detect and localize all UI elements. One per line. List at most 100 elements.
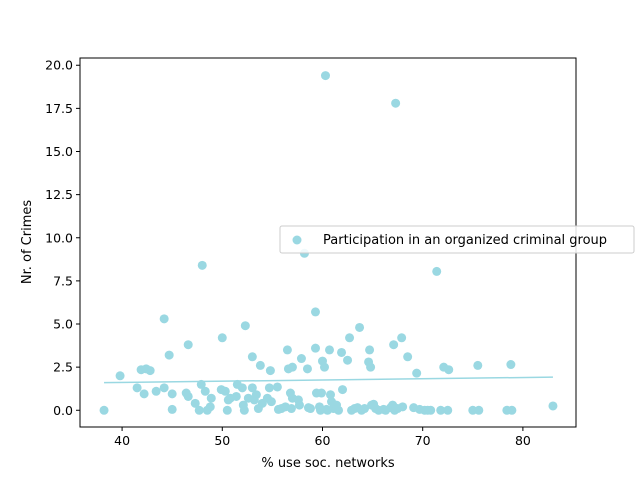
scatter-point: [444, 365, 454, 375]
scatter-point: [294, 400, 304, 410]
x-axis-label: % use soc. networks: [261, 456, 395, 471]
scatter-point: [190, 398, 200, 408]
x-tick-label: 40: [114, 433, 130, 448]
scatter-point: [391, 98, 401, 108]
scatter-point: [247, 352, 257, 362]
scatter-point: [338, 385, 348, 395]
scatter-point: [159, 314, 169, 324]
scatter-point: [360, 404, 370, 414]
x-tick-label: 60: [315, 433, 331, 448]
scatter-point: [432, 266, 442, 276]
scatter-point: [205, 402, 215, 412]
scatter-point: [264, 383, 274, 393]
scatter-point: [325, 345, 335, 355]
legend-label: Participation in an organized criminal g…: [323, 233, 607, 248]
scatter-point: [436, 405, 446, 415]
scatter-point: [266, 397, 276, 407]
scatter-point: [305, 404, 315, 414]
scatter-point: [343, 355, 353, 365]
scatter-point: [151, 386, 161, 396]
scatter-point: [164, 350, 174, 360]
scatter-point: [197, 260, 207, 270]
scatter-point: [115, 371, 125, 381]
scatter-points-layer: [99, 71, 558, 415]
scatter-point: [255, 360, 265, 370]
scatter-point: [183, 340, 193, 350]
scatter-point: [265, 366, 275, 376]
scatter-point: [99, 405, 109, 415]
scatter-point: [366, 362, 376, 372]
trendline: [104, 376, 553, 384]
scatter-point: [282, 345, 292, 355]
scatter-point: [310, 343, 320, 353]
y-tick-label: 7.5: [53, 273, 73, 288]
y-tick-label: 12.5: [45, 187, 73, 202]
scatter-point: [183, 391, 193, 401]
scatter-point: [319, 362, 329, 372]
scatter-point: [473, 360, 483, 370]
scatter-point: [220, 386, 230, 396]
scatter-point: [167, 404, 177, 414]
scatter-point: [194, 405, 204, 415]
scatter-point: [365, 345, 375, 355]
scatter-point: [296, 354, 306, 364]
scatter-point: [237, 383, 247, 393]
scatter-point: [167, 389, 177, 399]
scatter-point: [217, 333, 227, 343]
scatter-point: [403, 352, 413, 362]
scatter-point: [231, 391, 241, 401]
scatter-point: [310, 307, 320, 317]
y-tick-label: 17.5: [45, 101, 73, 116]
legend-marker: [292, 235, 302, 245]
y-axis-ticks: 0.0 2.5 5.0 7.5 10.0 12.5 15.0 17.5 20.0: [45, 58, 80, 418]
scatter-point: [474, 405, 484, 415]
scatter-point: [247, 383, 257, 393]
scatter-point: [302, 364, 312, 374]
scatter-point: [389, 340, 399, 350]
x-tick-label: 50: [214, 433, 230, 448]
scatter-point: [426, 405, 436, 415]
y-tick-label: 0.0: [53, 403, 73, 418]
scatter-point: [251, 390, 261, 400]
scatter-point: [286, 404, 296, 414]
x-tick-label: 80: [515, 433, 531, 448]
scatter-point: [239, 405, 249, 415]
y-tick-label: 20.0: [45, 58, 73, 73]
scatter-point: [355, 322, 365, 332]
scatter-point: [240, 321, 250, 331]
x-axis-ticks: 40 50 60 70 80: [114, 427, 531, 448]
scatter-point: [200, 386, 210, 396]
scatter-point: [272, 382, 282, 392]
y-tick-label: 2.5: [53, 360, 73, 375]
legend: Participation in an organized criminal g…: [279, 225, 635, 254]
y-axis-label: Nr. of Crimes: [20, 200, 35, 284]
scatter-point: [548, 401, 558, 411]
scatter-point: [337, 347, 347, 357]
scatter-point: [287, 362, 297, 372]
y-tick-label: 15.0: [45, 144, 73, 159]
scatter-point: [507, 405, 517, 415]
scatter-point: [443, 405, 453, 415]
scatter-point: [334, 405, 344, 415]
x-tick-label: 70: [415, 433, 431, 448]
y-tick-label: 5.0: [53, 317, 73, 332]
scatter-point: [320, 71, 330, 81]
y-tick-label: 10.0: [45, 230, 73, 245]
scatter-point: [398, 402, 408, 412]
scatter-point: [326, 390, 336, 400]
trendline-layer: [104, 376, 553, 384]
scatter-point: [412, 368, 422, 378]
scatter-point: [132, 383, 142, 393]
legend-box: [279, 225, 635, 254]
scatter-point: [196, 379, 206, 389]
scatter-point: [316, 388, 326, 398]
scatter-point: [222, 405, 232, 415]
scatter-point: [397, 333, 407, 343]
scatter-point: [345, 333, 355, 343]
scatter-point: [145, 366, 155, 376]
scatter-point: [159, 383, 169, 393]
scatter-point: [206, 393, 216, 403]
scatter-point: [506, 360, 516, 370]
scatter-point: [139, 389, 149, 399]
